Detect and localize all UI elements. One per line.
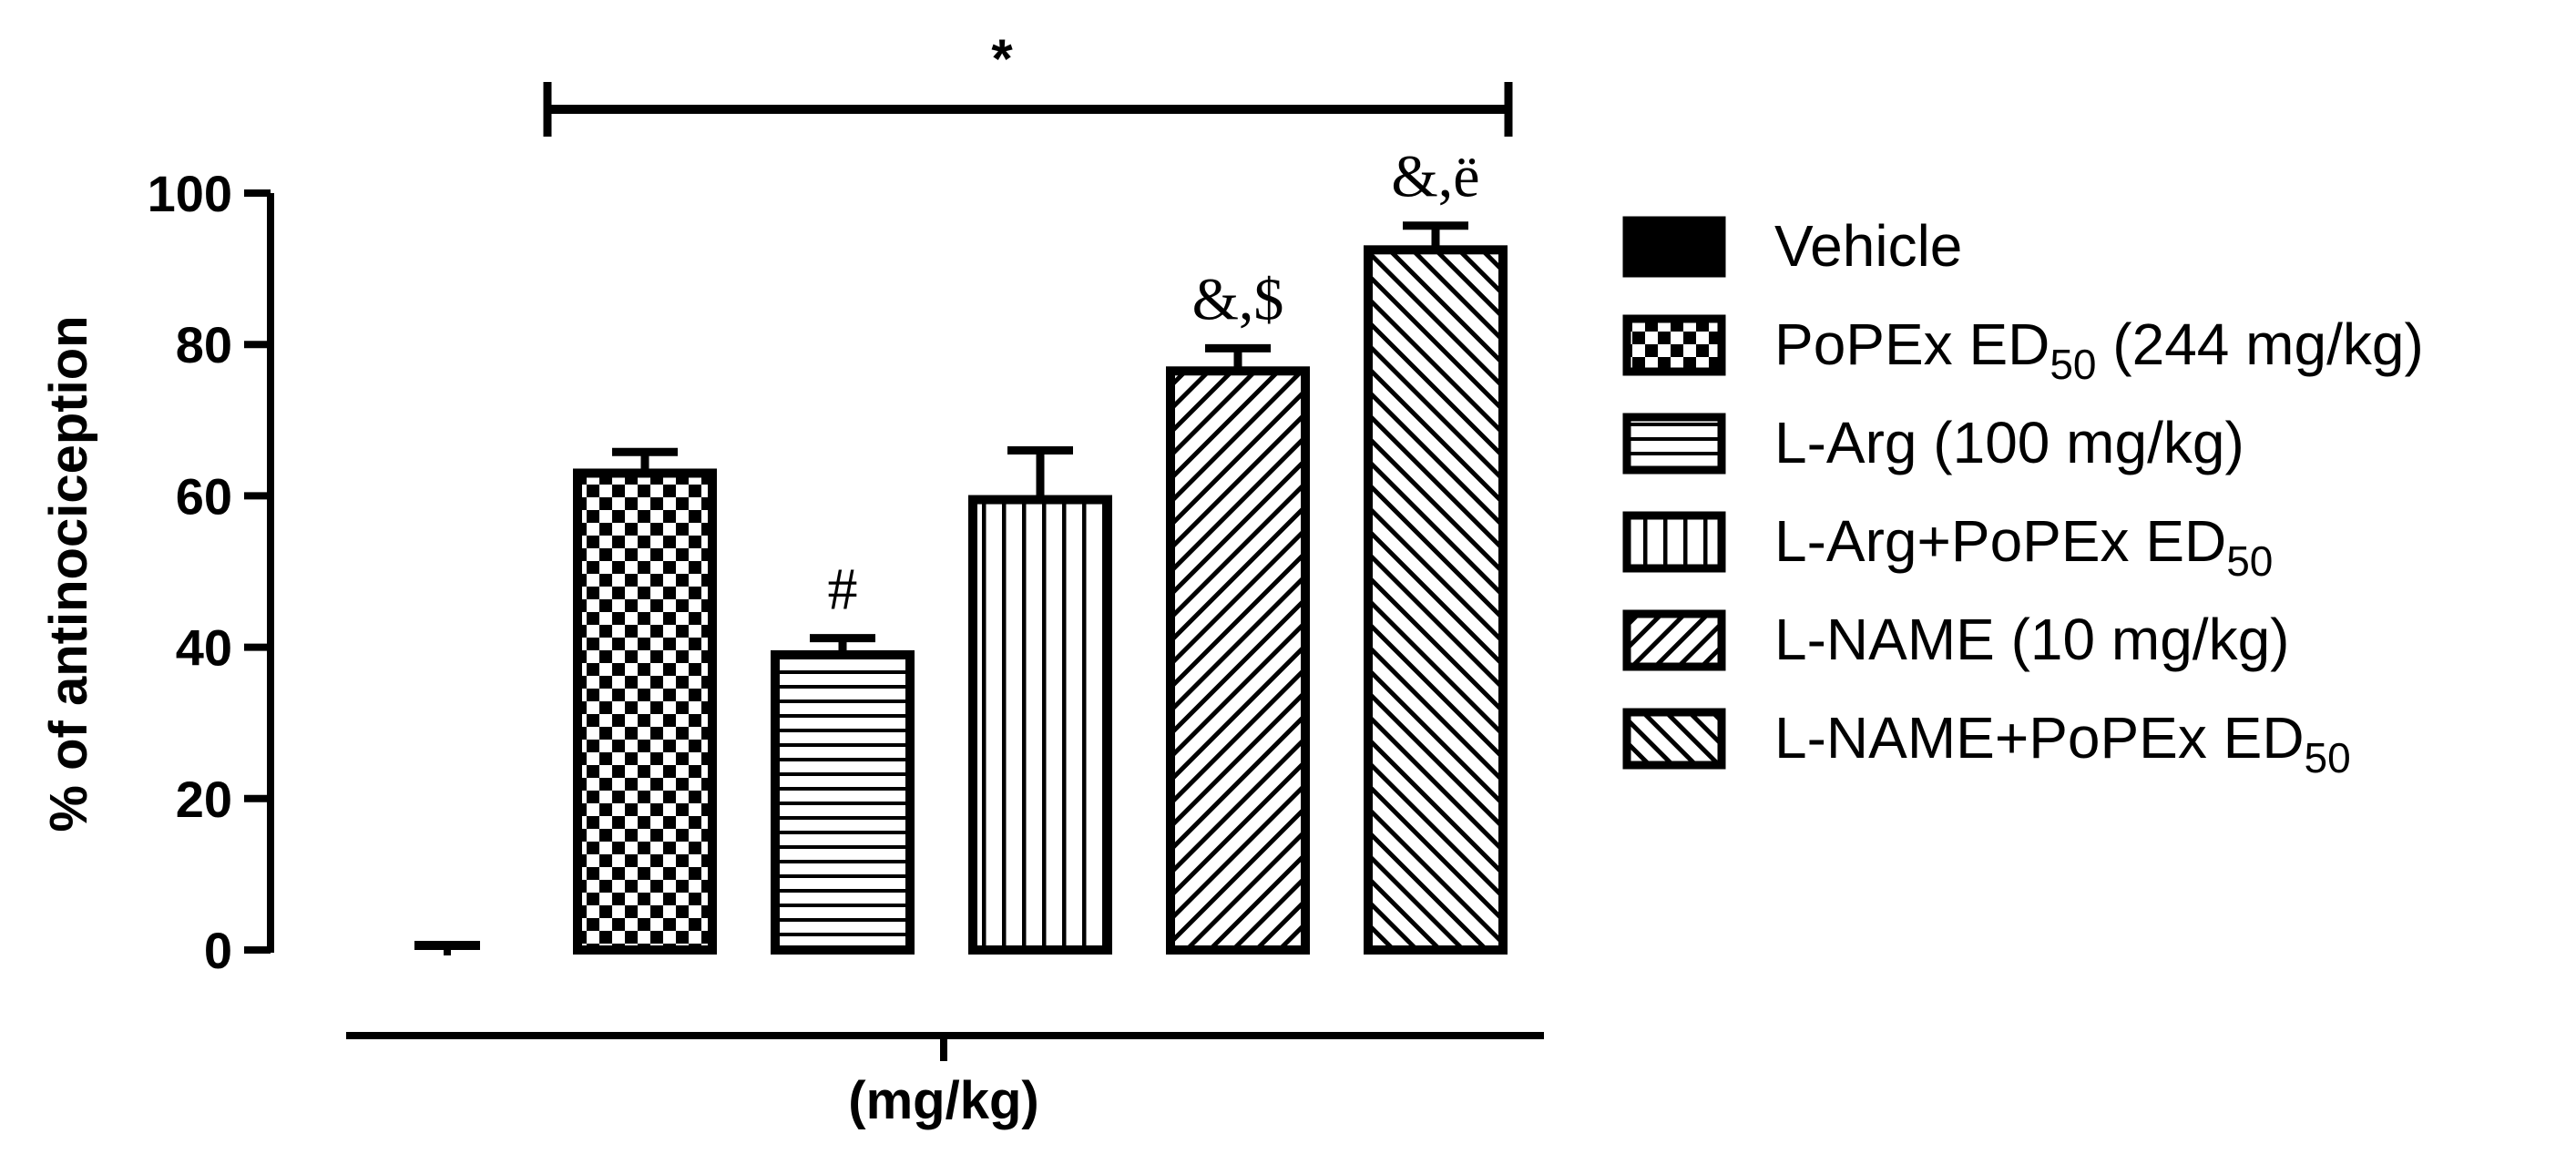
- bar-annotation-5: &,ë: [1391, 144, 1479, 210]
- bar-annotation-2: #: [828, 557, 858, 623]
- y-ticks: 0 20 40 60 80 100: [148, 165, 271, 979]
- y-axis-label: % of antinociception: [39, 315, 98, 832]
- y-tick-label: 100: [148, 165, 232, 222]
- bar-0: [414, 941, 480, 950]
- legend-swatch-1: [1622, 314, 1726, 376]
- bar-4: [1166, 366, 1310, 955]
- bracket-label: *: [991, 28, 1013, 89]
- legend-swatch-5: [1622, 708, 1726, 770]
- bars-group: # &,$ &,ë: [414, 144, 1508, 955]
- bar-annotation-4: &,$: [1192, 266, 1284, 332]
- legend-label-1: PoPEx ED50 (244 mg/kg): [1774, 311, 2424, 388]
- bar-1: [573, 468, 717, 955]
- y-tick-label: 80: [176, 316, 232, 373]
- legend-swatch-4: [1622, 609, 1726, 671]
- legend: Vehicle PoPEx ED50 (244 mg/kg) L-Arg (100 …: [1622, 213, 2424, 781]
- legend-label-3: L-Arg+PoPEx ED50: [1774, 508, 2273, 585]
- legend-label-5: L-NAME+PoPEx ED50: [1774, 705, 2351, 781]
- y-tick-label: 60: [176, 467, 232, 525]
- x-axis-label: (mg/kg): [848, 1071, 1038, 1130]
- legend-label-2: L-Arg (100 mg/kg): [1774, 410, 2244, 475]
- bar-2: [771, 649, 915, 955]
- bar-3: [968, 495, 1112, 955]
- significance-bracket: *: [543, 28, 1513, 137]
- y-tick-label: 0: [204, 922, 232, 979]
- y-tick-label: 40: [176, 619, 232, 677]
- legend-swatch-0: [1622, 216, 1726, 278]
- bar-5: [1364, 245, 1508, 955]
- legend-label-0: Vehicle: [1774, 213, 1962, 279]
- legend-swatch-3: [1622, 511, 1726, 573]
- y-tick-label: 20: [176, 771, 232, 828]
- legend-label-4: L-NAME (10 mg/kg): [1774, 607, 2289, 672]
- legend-swatch-2: [1622, 413, 1726, 475]
